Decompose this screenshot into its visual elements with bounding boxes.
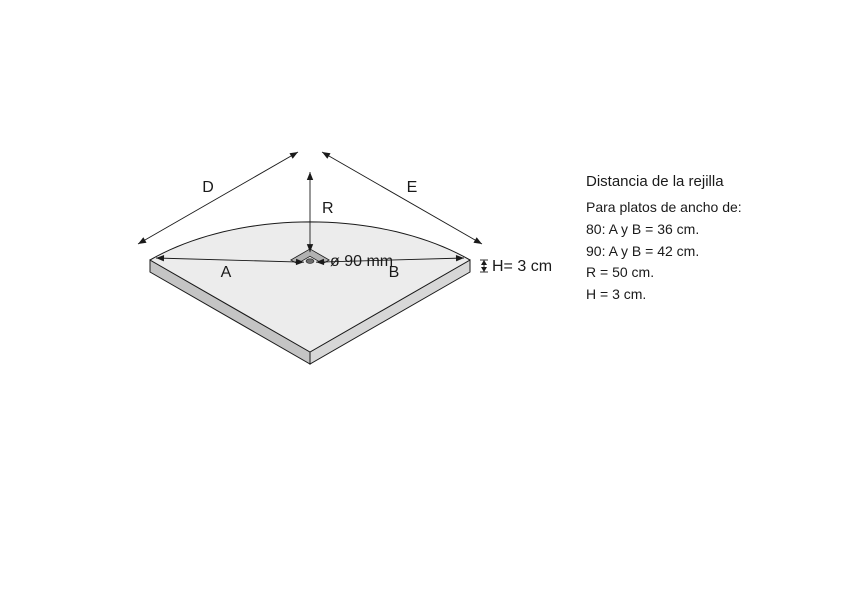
text-line-0: Para platos de ancho de: (586, 197, 742, 219)
text-line-2: 90: A y B = 42 cm. (586, 241, 742, 263)
label-H: H= 3 cm (492, 258, 552, 275)
label-D: D (202, 179, 214, 196)
text-line-1: 80: A y B = 36 cm. (586, 219, 742, 241)
dimension-text-block: Distancia de la rejilla Para platos de a… (586, 170, 742, 306)
label-A: A (221, 264, 232, 281)
label-E: E (407, 179, 418, 196)
text-title: Distancia de la rejilla (586, 170, 742, 193)
text-line-4: H = 3 cm. (586, 284, 742, 306)
text-line-3: R = 50 cm. (586, 262, 742, 284)
label-R: R (322, 200, 334, 217)
drain-hole (306, 259, 314, 264)
label-diameter: ø 90 mm (330, 253, 393, 270)
